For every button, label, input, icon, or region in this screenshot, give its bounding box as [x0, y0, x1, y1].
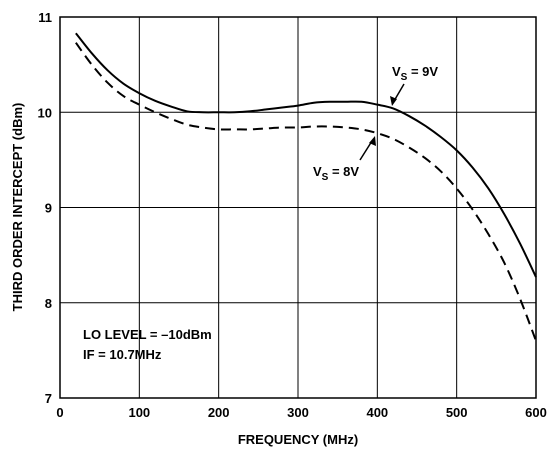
series-line-vs-8v	[75, 42, 537, 342]
series-label-8v-sub: S	[322, 172, 329, 183]
plot-frame	[59, 16, 537, 399]
y-tick-label: 9	[45, 201, 52, 216]
series-label-9v-sub: S	[401, 72, 408, 83]
x-tick-label: 0	[56, 405, 63, 420]
y-tick-label: 10	[38, 105, 52, 120]
x-tick-label: 600	[525, 405, 547, 420]
annotation-if: IF = 10.7MHz	[83, 347, 162, 362]
x-tick-label: 300	[287, 405, 309, 420]
x-tick-label: 400	[366, 405, 388, 420]
series-label-9v-arrowhead	[390, 96, 397, 106]
y-tick-label: 7	[45, 391, 52, 406]
series-label-8v-pointer	[359, 140, 373, 161]
x-tick-label: 100	[128, 405, 150, 420]
series-label-8v-main: V	[313, 164, 322, 179]
series-label-8v-rest: = 8V	[328, 164, 359, 179]
x-axis-title: FREQUENCY (MHz)	[238, 432, 358, 447]
x-tick-labels: 0 100 200 300 400 500 600	[56, 405, 546, 420]
y-axis-title: THIRD ORDER INTERCEPT (dBm)	[10, 103, 25, 312]
y-tick-label: 8	[45, 296, 52, 311]
annotation-lo-level: LO LEVEL = –10dBm	[83, 327, 212, 342]
x-tick-label: 200	[208, 405, 230, 420]
y-tick-label: 11	[38, 10, 52, 25]
series-line-vs-9v	[75, 32, 537, 278]
series-label-9v-main: V	[392, 64, 401, 79]
x-tick-label: 500	[446, 405, 468, 420]
series-label-9v: VS = 9V	[392, 64, 438, 83]
series-lines	[75, 32, 537, 342]
series-label-8v-arrowhead	[369, 136, 376, 146]
series-label-8v: VS = 8V	[313, 164, 359, 183]
y-tick-labels: 7 8 9 10 11	[38, 10, 52, 406]
series-label-9v-rest: = 9V	[407, 64, 438, 79]
series-label-9v-pointer	[393, 83, 405, 102]
